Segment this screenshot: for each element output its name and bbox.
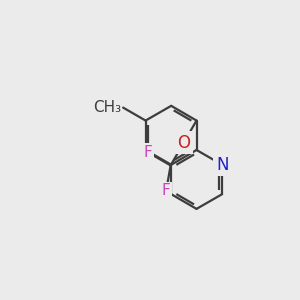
Text: F: F	[162, 184, 170, 199]
Text: N: N	[216, 156, 228, 174]
Text: CH₃: CH₃	[93, 100, 121, 115]
Text: O: O	[177, 134, 190, 152]
Text: F: F	[144, 145, 152, 160]
